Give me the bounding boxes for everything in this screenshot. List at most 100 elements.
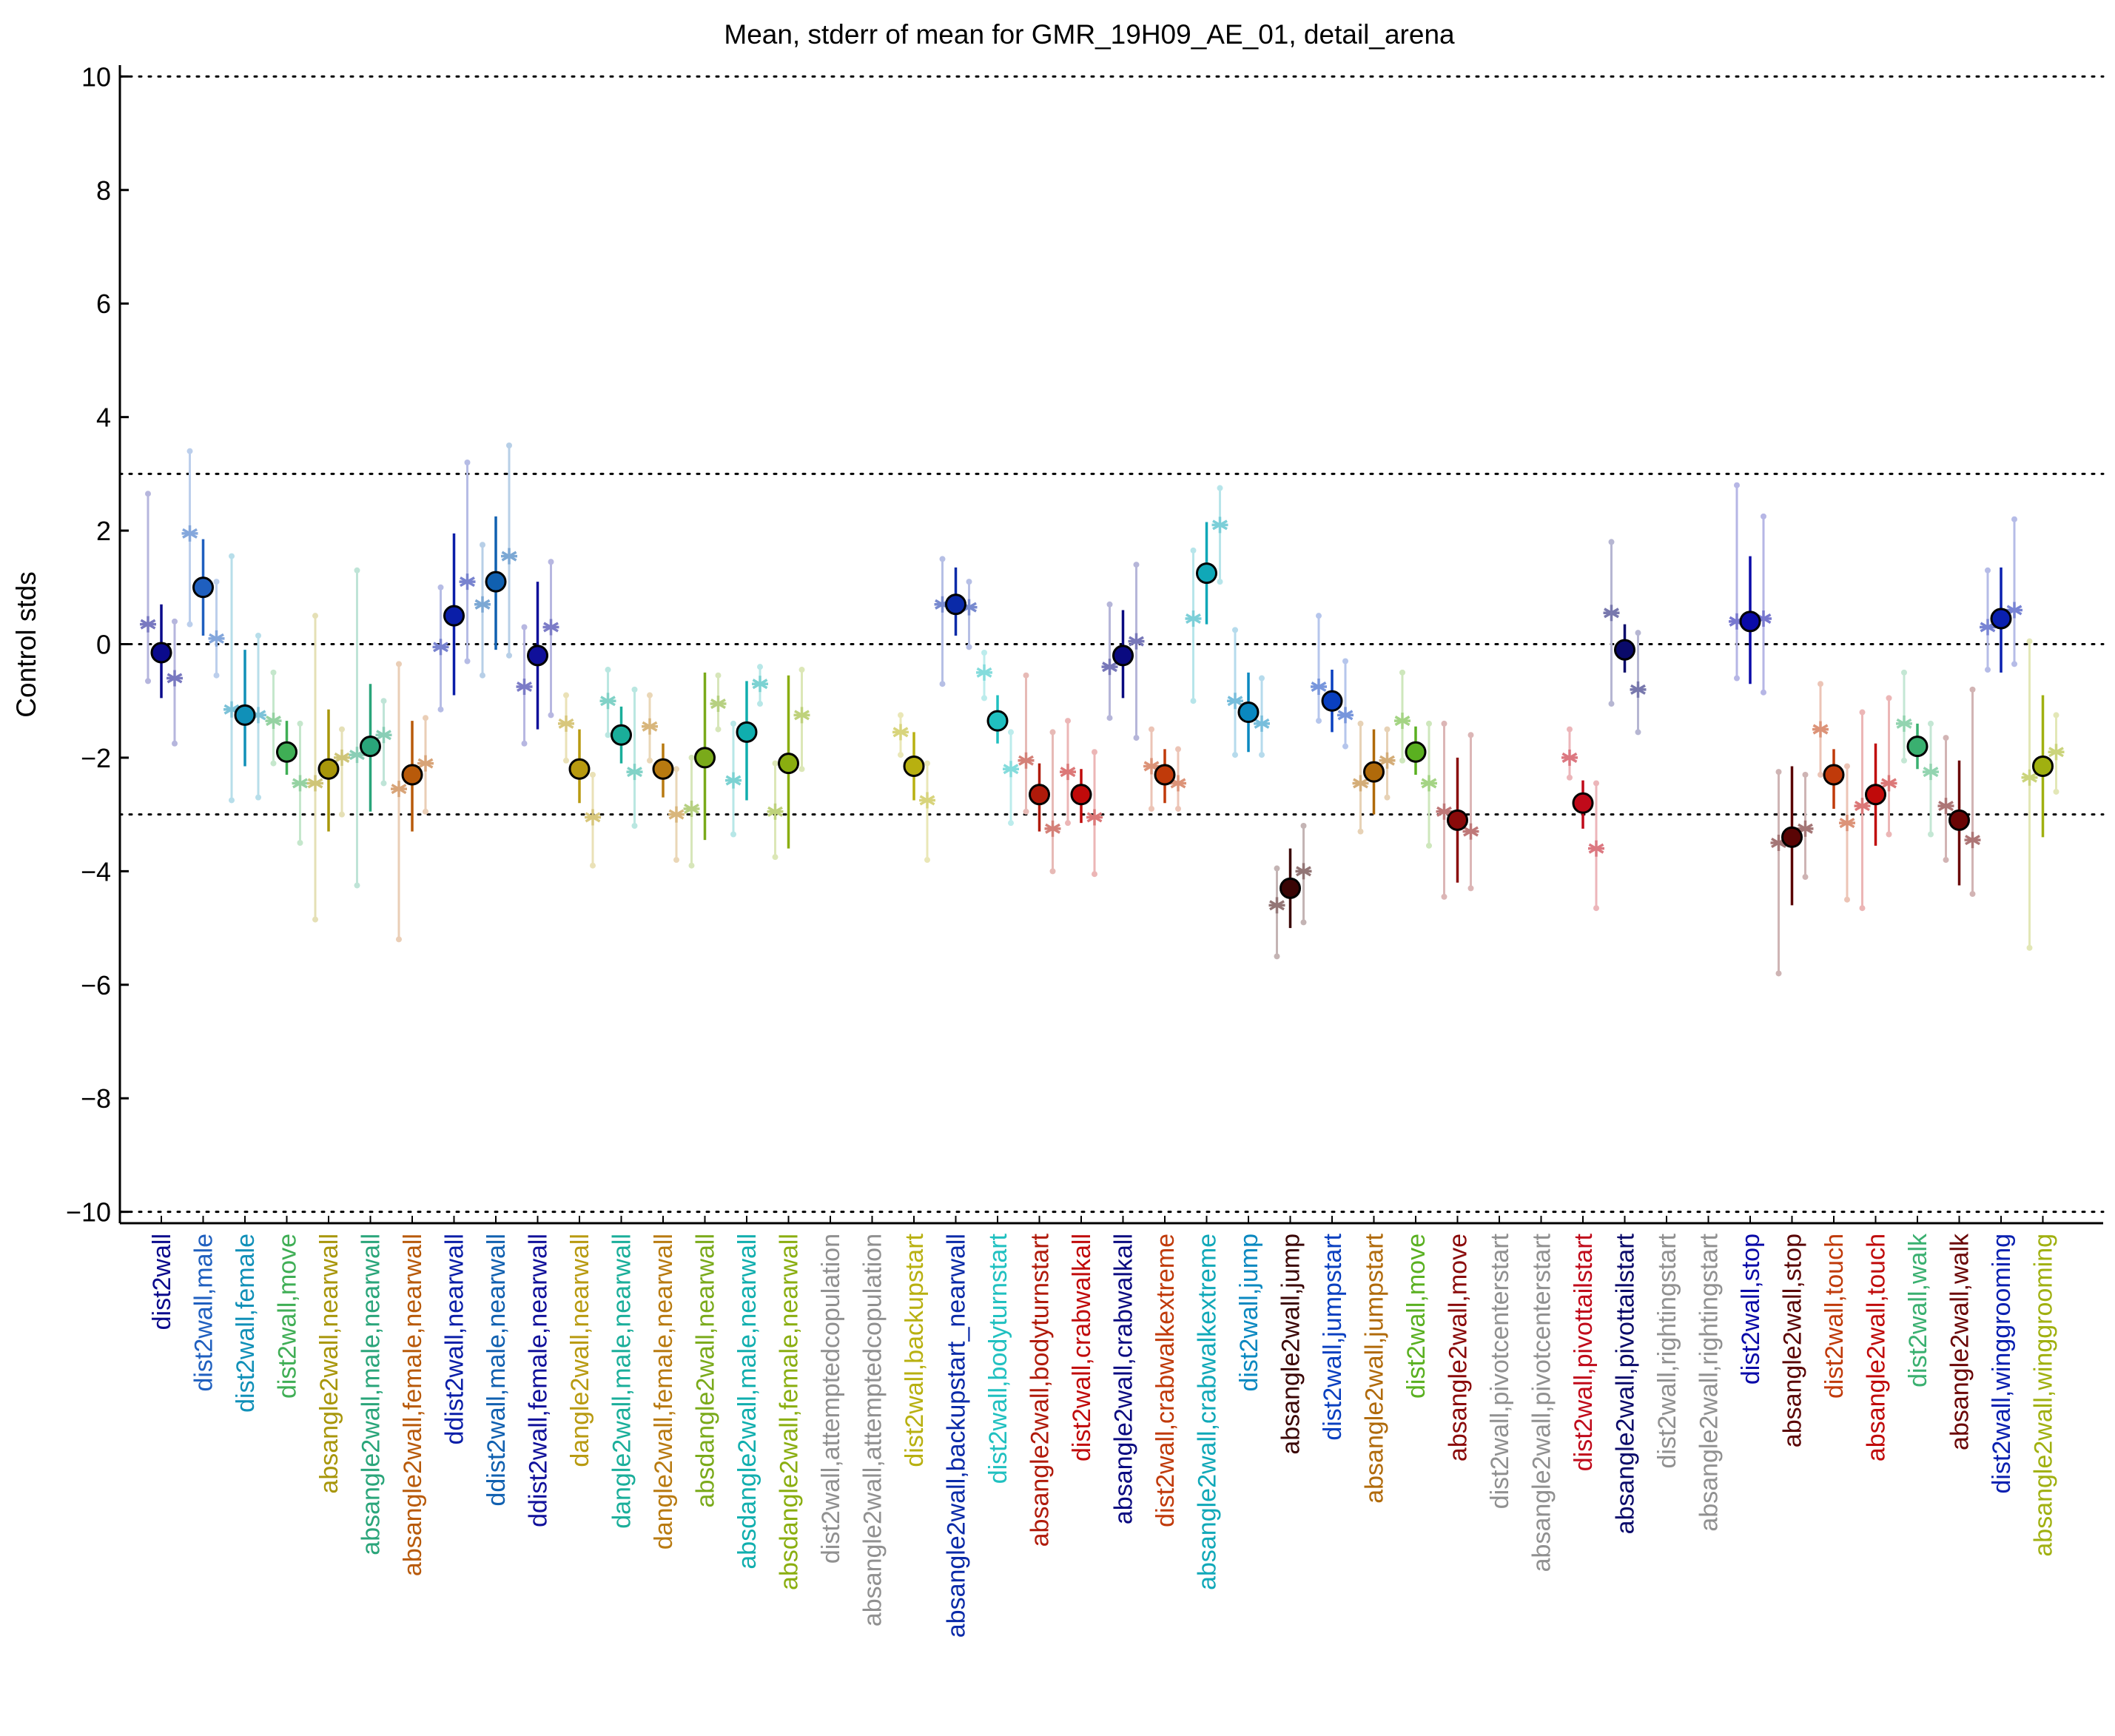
sub-error-cap	[981, 650, 987, 656]
mean-marker	[1614, 639, 1635, 661]
sub-error-cap	[437, 584, 444, 591]
sub-error-cap	[1969, 891, 1976, 898]
sub-error-cap	[1567, 726, 1573, 733]
sub-error-cap	[339, 811, 345, 818]
sub-error-cap	[423, 715, 428, 721]
x-tick-label: dangle2wall,female,nearwall	[650, 1234, 678, 1550]
sub-error-cap	[1316, 718, 1322, 724]
data-point-group	[140, 491, 183, 747]
sub-error-cap	[1133, 735, 1140, 741]
sub-error-cap	[1775, 769, 1782, 776]
y-axis-label: Control stds	[11, 571, 41, 717]
data-point-group	[223, 553, 266, 804]
sub-error-cap	[924, 760, 930, 767]
data-point-group	[976, 650, 1019, 827]
x-tick-label: dist2wall,walk	[1904, 1233, 1932, 1387]
sub-error-cap	[981, 695, 987, 702]
y-tick-label: 6	[96, 289, 111, 319]
sub-error-cap	[1593, 780, 1599, 787]
sub-error-cap	[1342, 743, 1348, 750]
sub-error-cap	[1106, 715, 1113, 721]
sub-error-cap	[1859, 905, 1866, 912]
sub-error-cap	[1342, 658, 1348, 665]
sub-error-cap	[1844, 763, 1850, 770]
sub-error-cap	[1133, 562, 1140, 568]
mean-marker	[1948, 809, 1970, 831]
data-point-group	[1143, 726, 1186, 812]
sub-error-cap	[1175, 805, 1181, 812]
sub-error-cap	[464, 460, 471, 466]
x-tick-label: absangle2wall,crabwalkall	[1110, 1234, 1138, 1524]
sub-error-cap	[772, 760, 779, 767]
sub-error-cap	[213, 579, 220, 585]
y-tick-label: 8	[96, 175, 111, 206]
sub-error-cap	[1886, 695, 1892, 702]
sub-error-cap	[548, 712, 554, 719]
sub-error-cap	[1049, 729, 1056, 736]
sub-error-cap	[464, 658, 471, 665]
mean-marker	[1280, 877, 1301, 899]
mean-marker	[401, 764, 423, 786]
sub-error-cap	[1316, 613, 1322, 619]
sub-error-cap	[631, 822, 638, 829]
sub-error-cap	[297, 720, 303, 727]
x-ticks: dist2wall dist2wall,male dist2wall,female d…	[148, 1216, 2058, 1638]
mean-marker	[694, 747, 716, 769]
sub-error-cap	[772, 854, 779, 861]
sub-error-cap	[673, 766, 679, 773]
sub-error-cap	[1106, 601, 1113, 608]
sub-error-cap	[354, 882, 360, 889]
sub-error-cap	[1635, 729, 1641, 736]
sub-error-cap	[730, 831, 736, 838]
data-point-group	[599, 667, 643, 829]
sub-error-cap	[255, 794, 261, 801]
sub-error-cap	[798, 766, 805, 773]
data-point-group	[1060, 718, 1103, 878]
sub-error-cap	[145, 678, 151, 684]
sub-error-cap	[1259, 675, 1265, 682]
mean-marker	[1237, 702, 1260, 724]
sub-error-cap	[380, 780, 387, 787]
x-tick-label: dist2wall,attemptedcopulation	[817, 1234, 845, 1564]
sub-error-cap	[1023, 672, 1029, 679]
mean-marker	[360, 736, 381, 758]
mean-marker	[234, 704, 256, 726]
data-point-group	[1770, 766, 1814, 977]
sub-error-cap	[506, 652, 512, 659]
sub-error-cap	[1928, 720, 1934, 727]
sub-error-cap	[186, 448, 193, 454]
data-point-group	[558, 692, 601, 869]
sub-error-cap	[647, 757, 653, 764]
sub-error-cap	[297, 840, 303, 847]
x-tick-label: absangle2wall,jump	[1277, 1234, 1305, 1455]
sub-error-cap	[521, 624, 528, 630]
data-point-group	[474, 442, 517, 679]
sub-error-cap	[2053, 788, 2059, 795]
x-tick-label: absdangle2wall,female,nearwall	[776, 1234, 804, 1590]
x-tick-label: absangle2wall,crabwalkextreme	[1194, 1234, 1222, 1590]
x-tick-label: absangle2wall,pivottailstart	[1612, 1233, 1640, 1534]
x-tick-label: absangle2wall,rightingstart	[1695, 1233, 1724, 1531]
sub-error-cap	[1232, 752, 1238, 758]
sub-error-cap	[213, 672, 220, 679]
sub-error-cap	[255, 632, 261, 639]
x-tick-label: dist2wall,crabwalkextreme	[1151, 1234, 1180, 1527]
sub-error-cap	[647, 692, 653, 699]
sub-error-cap	[1274, 953, 1280, 960]
data-point-group	[391, 661, 434, 943]
data-point-group	[1227, 627, 1270, 758]
sub-error-cap	[396, 936, 402, 943]
sub-error-cap	[1818, 681, 1823, 687]
sub-error-cap	[1092, 749, 1097, 756]
x-tick-label: absangle2wall,attemptedcopulation	[859, 1234, 887, 1626]
x-tick-label: dist2wall,touch	[1820, 1234, 1849, 1399]
data-point-group	[767, 667, 810, 861]
data-point-group	[1268, 822, 1312, 960]
mean-marker	[1823, 764, 1845, 786]
sub-error-cap	[1426, 842, 1432, 849]
data-point-group	[1101, 562, 1145, 741]
mean-marker	[1029, 784, 1050, 806]
mean-marker	[276, 741, 297, 763]
data-point-group	[516, 559, 559, 747]
